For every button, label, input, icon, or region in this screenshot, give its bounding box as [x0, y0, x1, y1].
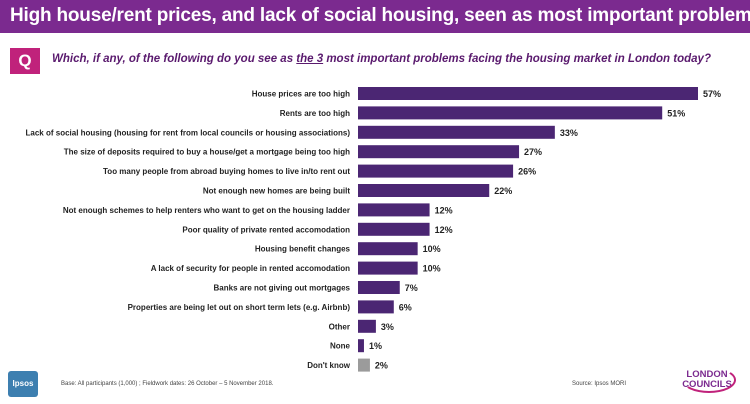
- value-label: 27%: [524, 147, 542, 157]
- bar: [358, 184, 490, 197]
- value-label: 6%: [399, 302, 412, 312]
- category-label: House prices are too high: [252, 90, 350, 99]
- category-label: None: [330, 342, 351, 351]
- bar: [358, 281, 400, 294]
- value-label: 10%: [423, 244, 441, 254]
- category-label: Banks are not giving out mortgages: [214, 284, 351, 293]
- london-councils-logo: LONDON COUNCILS: [676, 367, 738, 393]
- category-label: Lack of social housing (housing for rent…: [26, 128, 351, 137]
- bar: [358, 87, 698, 100]
- value-label: 26%: [518, 167, 536, 177]
- bar: [358, 261, 418, 275]
- category-label: Not enough schemes to help renters who w…: [63, 206, 350, 215]
- value-label: 1%: [369, 341, 382, 351]
- bar: [358, 203, 430, 217]
- value-label: 51%: [667, 108, 685, 118]
- value-label: 33%: [560, 128, 578, 138]
- question-text-after: most important problems facing the housi…: [323, 53, 711, 65]
- question-text: Which, if any, of the following do you s…: [52, 53, 711, 65]
- category-label: A lack of security for people in rented …: [151, 264, 350, 273]
- bar: [358, 242, 418, 256]
- category-label: Not enough new homes are being built: [203, 187, 350, 196]
- bar: [358, 164, 514, 178]
- question-text-emphasis: the 3: [296, 53, 324, 65]
- bar: [358, 145, 520, 159]
- value-label: 12%: [435, 205, 453, 215]
- value-label: 3%: [381, 322, 394, 332]
- value-label: 10%: [423, 264, 441, 274]
- category-label: Poor quality of private rented accomodat…: [182, 225, 350, 234]
- value-label: 12%: [435, 225, 453, 235]
- title-banner: High house/rent prices, and lack of soci…: [0, 0, 750, 33]
- category-label: Other: [329, 322, 350, 331]
- category-label: The size of deposits required to buy a h…: [64, 148, 350, 157]
- bar: [358, 106, 663, 120]
- logo-arc-icon: [682, 367, 736, 393]
- value-label: 57%: [703, 89, 721, 99]
- category-label: Properties are being let out on short te…: [128, 303, 351, 312]
- value-label: 22%: [494, 186, 512, 196]
- bar: [358, 125, 555, 139]
- ipsos-logo: Ipsos: [8, 371, 38, 397]
- bar-chart: House prices are too high 57% Rents are to…: [26, 87, 721, 372]
- question-badge: Q: [10, 48, 40, 74]
- question-text-before: Which, if any, of the following do you s…: [52, 53, 297, 65]
- bar: [358, 300, 394, 314]
- bar: [358, 222, 430, 236]
- category-label: Too many people from abroad buying homes…: [103, 167, 350, 176]
- value-label: 7%: [405, 283, 418, 293]
- category-label: Housing benefit changes: [255, 245, 351, 254]
- category-label: Don't know: [307, 361, 351, 370]
- bar: [358, 319, 376, 333]
- value-label: 2%: [375, 361, 388, 371]
- base-note: Base: All participants (1,000) ; Fieldwo…: [61, 381, 274, 387]
- source-note: Source: Ipsos MORI: [572, 381, 627, 387]
- bar: [358, 339, 364, 353]
- bar: [358, 358, 370, 372]
- category-label: Rents are too high: [280, 109, 350, 118]
- page-title: High house/rent prices, and lack of soci…: [10, 5, 750, 26]
